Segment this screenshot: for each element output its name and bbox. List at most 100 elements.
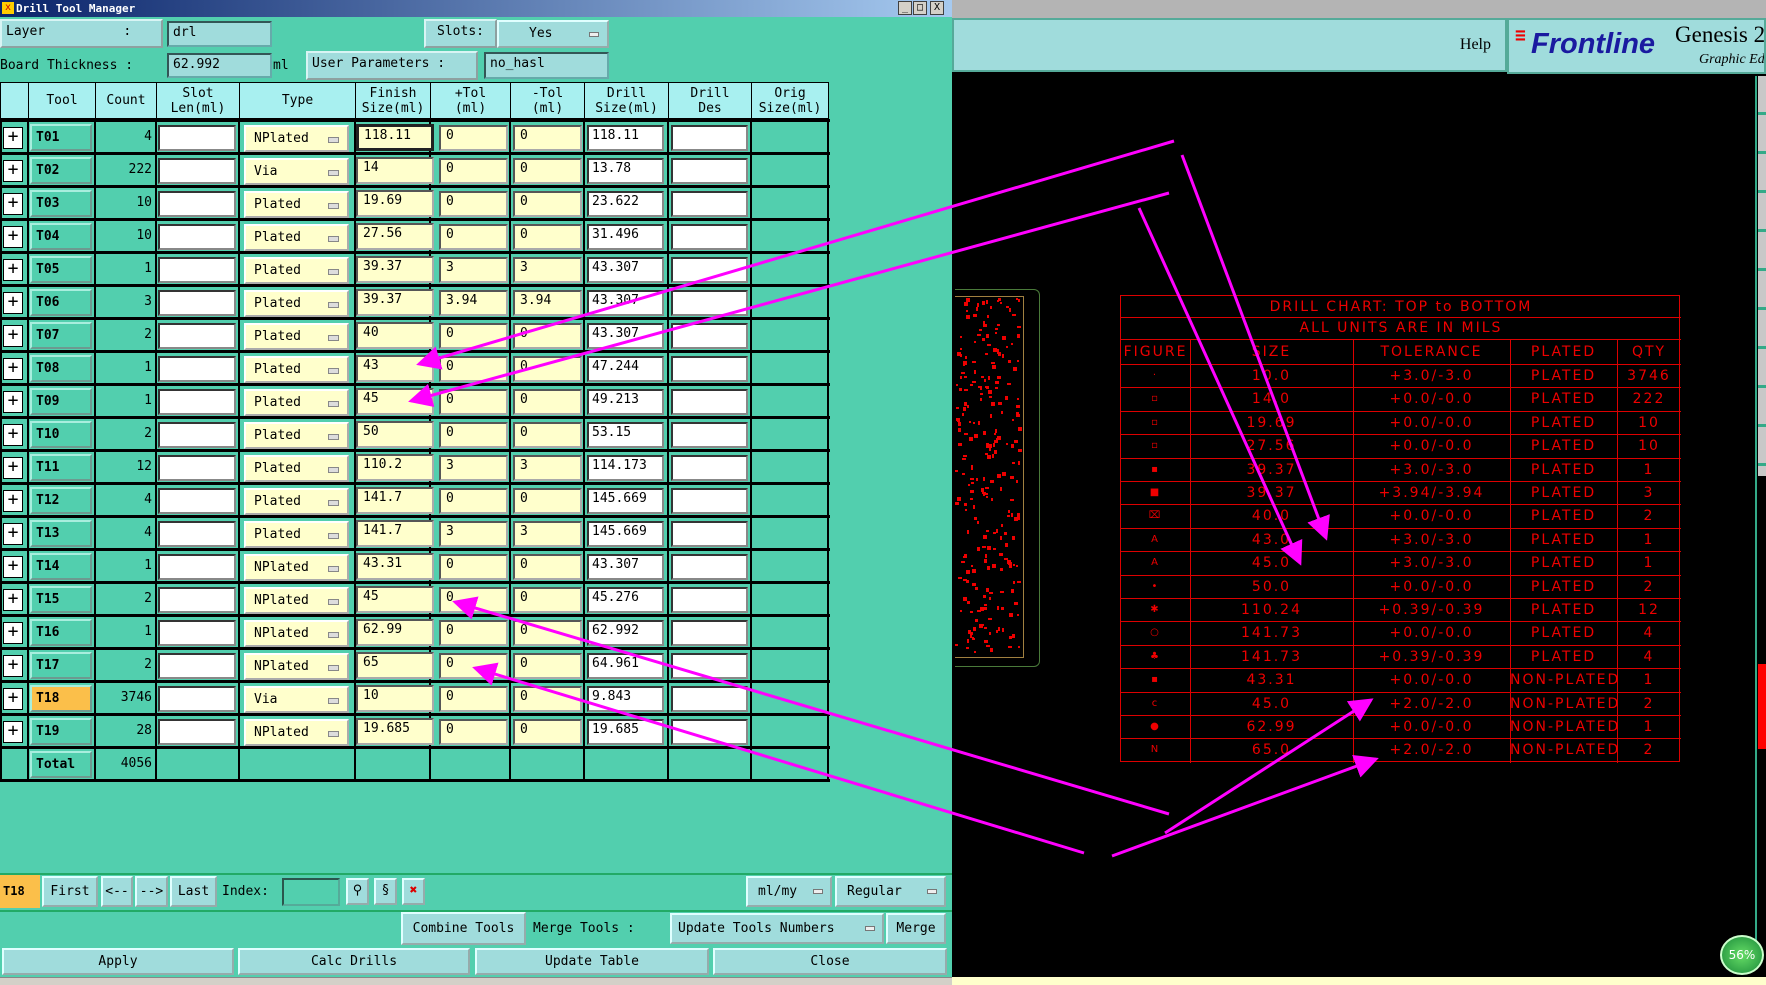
drill-des-field[interactable] <box>671 620 748 646</box>
finish-size-field[interactable]: 141.7 <box>356 487 434 514</box>
type-dropdown[interactable]: Via <box>244 158 349 185</box>
drill-size-field[interactable]: 43.307 <box>587 554 664 580</box>
minus-tol-field[interactable]: 0 <box>513 158 582 184</box>
slot-len-field[interactable] <box>158 389 236 415</box>
expand-plus-icon[interactable]: + <box>3 160 23 182</box>
merge-option-dropdown[interactable]: Update Tools Numbers <box>670 913 884 944</box>
finish-size-field[interactable]: 40 <box>356 322 434 349</box>
minus-tol-field[interactable]: 0 <box>513 191 582 217</box>
update-table-button[interactable]: Update Table <box>475 948 709 975</box>
slot-len-field[interactable] <box>158 488 236 514</box>
slot-len-field[interactable] <box>158 719 236 745</box>
plus-tol-field[interactable]: 0 <box>439 158 508 184</box>
type-dropdown[interactable]: NPlated <box>244 587 349 614</box>
plus-tol-field[interactable]: 3.94 <box>439 290 508 316</box>
drill-size-field[interactable]: 145.669 <box>587 521 664 547</box>
tool-button[interactable]: T05 <box>30 256 92 283</box>
plus-tol-field[interactable]: 0 <box>439 719 508 745</box>
tool-button[interactable]: T11 <box>30 454 92 481</box>
slots-dropdown[interactable]: Yes <box>497 20 609 48</box>
drill-size-field[interactable]: 19.685 <box>587 719 664 745</box>
drill-size-field[interactable]: 114.173 <box>587 455 664 481</box>
drill-des-field[interactable] <box>671 224 748 250</box>
finish-size-field[interactable]: 19.685 <box>356 718 434 745</box>
slot-len-field[interactable] <box>158 323 236 349</box>
slot-len-field[interactable] <box>158 455 236 481</box>
drill-size-field[interactable]: 13.78 <box>587 158 664 184</box>
finish-size-field[interactable]: 39.37 <box>356 256 434 283</box>
expand-plus-icon[interactable]: + <box>3 391 23 413</box>
drill-des-field[interactable] <box>671 191 748 217</box>
minus-tol-field[interactable]: 0 <box>513 125 582 151</box>
drill-size-field[interactable]: 43.307 <box>587 257 664 283</box>
minus-tol-field[interactable]: 0 <box>513 620 582 646</box>
finish-size-field[interactable]: 118.11 <box>356 124 434 151</box>
expand-plus-icon[interactable]: + <box>3 523 23 545</box>
first-button[interactable]: First <box>42 876 98 907</box>
tool-button[interactable]: T10 <box>30 421 92 448</box>
type-dropdown[interactable]: Plated <box>244 488 349 515</box>
drill-des-field[interactable] <box>671 455 748 481</box>
expand-plus-icon[interactable]: + <box>3 259 23 281</box>
combine-tools-button[interactable]: Combine Tools <box>401 912 526 945</box>
type-dropdown[interactable]: Plated <box>244 521 349 548</box>
plus-tol-field[interactable]: 0 <box>439 224 508 250</box>
minus-tol-field[interactable]: 0 <box>513 587 582 613</box>
drill-des-field[interactable] <box>671 356 748 382</box>
drill-des-field[interactable] <box>671 521 748 547</box>
apply-button[interactable]: Apply <box>2 948 234 975</box>
type-dropdown[interactable]: Plated <box>244 356 349 383</box>
tool-button[interactable]: T19 <box>30 718 92 745</box>
minus-tol-field[interactable]: 0 <box>513 422 582 448</box>
expand-plus-icon[interactable]: + <box>3 490 23 512</box>
minus-tol-field[interactable]: 0 <box>513 554 582 580</box>
maximize-button[interactable]: □ <box>913 1 927 15</box>
drill-des-field[interactable] <box>671 554 748 580</box>
type-dropdown[interactable]: Plated <box>244 422 349 449</box>
index-input[interactable] <box>282 878 340 906</box>
drill-des-field[interactable] <box>671 422 748 448</box>
minus-tol-field[interactable]: 3 <box>513 521 582 547</box>
minus-tol-field[interactable]: 0 <box>513 224 582 250</box>
plus-tol-field[interactable]: 0 <box>439 191 508 217</box>
finish-size-field[interactable]: 45 <box>356 586 434 613</box>
finish-size-field[interactable]: 62.99 <box>356 619 434 646</box>
tool-button[interactable]: T03 <box>30 190 92 217</box>
swap-tool-button[interactable]: § <box>374 878 397 905</box>
type-dropdown[interactable]: Plated <box>244 455 349 482</box>
expand-plus-icon[interactable]: + <box>3 622 23 644</box>
drill-size-field[interactable]: 9.843 <box>587 686 664 712</box>
merge-button[interactable]: Merge <box>886 913 946 944</box>
tool-button[interactable]: T16 <box>30 619 92 646</box>
minus-tol-field[interactable]: 0 <box>513 488 582 514</box>
slot-len-field[interactable] <box>158 587 236 613</box>
drill-size-field[interactable]: 47.244 <box>587 356 664 382</box>
finish-size-field[interactable]: 141.7 <box>356 520 434 547</box>
type-dropdown[interactable]: Via <box>244 686 349 713</box>
finish-size-field[interactable]: 50 <box>356 421 434 448</box>
type-dropdown[interactable]: Plated <box>244 257 349 284</box>
type-dropdown[interactable]: NPlated <box>244 554 349 581</box>
layer-field[interactable]: drl <box>167 21 272 47</box>
slot-len-field[interactable] <box>158 620 236 646</box>
type-dropdown[interactable]: NPlated <box>244 653 349 680</box>
expand-plus-icon[interactable]: + <box>3 688 23 710</box>
minus-tol-field[interactable]: 0 <box>513 719 582 745</box>
slot-len-field[interactable] <box>158 653 236 679</box>
type-dropdown[interactable]: NPlated <box>244 719 349 746</box>
expand-plus-icon[interactable]: + <box>3 556 23 578</box>
help-menu[interactable]: Help <box>1459 36 1491 53</box>
expand-plus-icon[interactable]: + <box>3 589 23 611</box>
slot-len-field[interactable] <box>158 125 236 151</box>
user-parameters-button[interactable]: User Parameters : <box>306 51 478 80</box>
expand-plus-icon[interactable]: + <box>3 193 23 215</box>
tool-button[interactable]: T06 <box>30 289 92 316</box>
slot-len-field[interactable] <box>158 224 236 250</box>
slot-len-field[interactable] <box>158 554 236 580</box>
close-button[interactable]: Close <box>713 948 947 975</box>
expand-plus-icon[interactable]: + <box>3 325 23 347</box>
drill-size-field[interactable]: 49.213 <box>587 389 664 415</box>
type-dropdown[interactable]: Plated <box>244 389 349 416</box>
board-thickness-field[interactable]: 62.992 <box>167 53 272 78</box>
mode-dropdown[interactable]: Regular <box>835 876 946 907</box>
